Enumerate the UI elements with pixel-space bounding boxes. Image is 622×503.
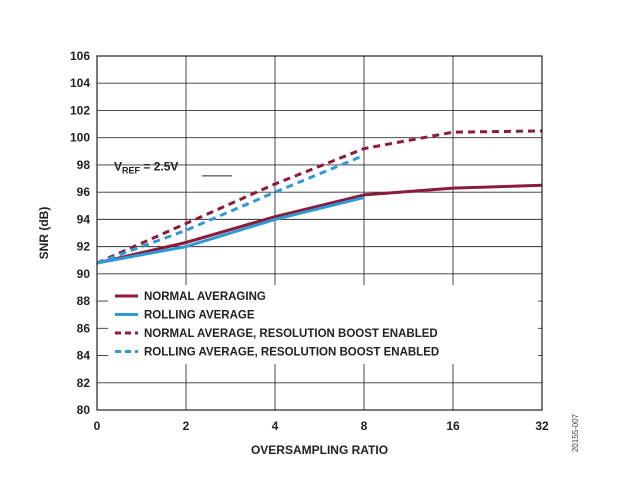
y-tick-label: 104 bbox=[70, 76, 90, 90]
y-tick-label: 100 bbox=[70, 131, 90, 145]
y-tick-label: 90 bbox=[77, 267, 91, 281]
x-tick-label: 0 bbox=[94, 419, 101, 433]
y-tick-label: 94 bbox=[77, 212, 91, 226]
plot-frame bbox=[96, 55, 543, 411]
y-tick-label: 80 bbox=[77, 403, 91, 417]
legend-label-3: NORMAL AVERAGE, RESOLUTION BOOST ENABLED bbox=[144, 328, 438, 340]
y-tick-label: 86 bbox=[77, 321, 91, 335]
vref-annotation: VREF = 2.5V bbox=[114, 159, 232, 177]
vref-label-rest: = 2.5V bbox=[140, 159, 178, 173]
x-tick-label: 2 bbox=[183, 419, 190, 433]
y-axis-label: SNR (dB) bbox=[37, 207, 51, 260]
x-tick-label: 8 bbox=[361, 419, 368, 433]
x-axis-label: OVERSAMPLING RATIO bbox=[251, 443, 388, 457]
y-tick-labels: 80 82 84 86 88 90 92 94 96 98 100 102 104 106 bbox=[70, 49, 90, 417]
y-tick-label: 98 bbox=[77, 158, 91, 172]
y-tick-label: 106 bbox=[70, 49, 90, 63]
y-tick-label: 96 bbox=[77, 185, 91, 199]
series-layer bbox=[96, 129, 543, 265]
vref-label-sub: REF bbox=[122, 165, 141, 175]
x-tick-labels: 0 2 4 8 16 32 bbox=[94, 419, 549, 433]
vref-label: VREF = 2.5V bbox=[114, 159, 178, 175]
legend-label-4: ROLLING AVERAGE, RESOLUTION BOOST ENABLE… bbox=[144, 347, 439, 359]
legend-label-1: NORMAL AVERAGING bbox=[144, 291, 266, 303]
figure-id: 20155-007 bbox=[571, 413, 580, 452]
y-tick-label: 88 bbox=[77, 294, 91, 308]
legend: NORMAL AVERAGING ROLLING AVERAGE NORMAL AV… bbox=[108, 285, 538, 364]
y-tick-label: 82 bbox=[77, 376, 91, 390]
vref-label-main: V bbox=[114, 159, 122, 173]
series-line-3 bbox=[96, 129, 543, 265]
x-tick-label: 32 bbox=[535, 419, 549, 433]
y-tick-label: 92 bbox=[77, 240, 91, 254]
series-line-2 bbox=[96, 196, 365, 265]
x-tick-label: 4 bbox=[272, 419, 279, 433]
x-tick-label: 16 bbox=[446, 419, 460, 433]
legend-label-2: ROLLING AVERAGE bbox=[144, 310, 255, 322]
series-line-1 bbox=[96, 183, 543, 265]
y-tick-label: 84 bbox=[77, 349, 91, 363]
legend-background bbox=[108, 285, 538, 364]
y-tick-label: 102 bbox=[70, 103, 90, 117]
